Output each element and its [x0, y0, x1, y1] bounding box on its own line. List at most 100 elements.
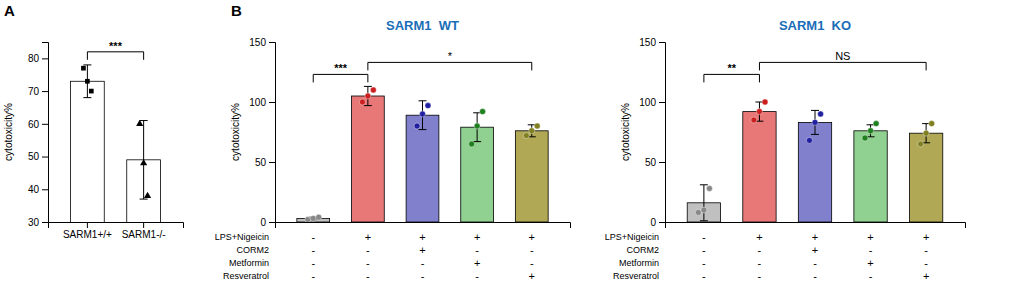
point [818, 111, 824, 117]
error-bar [922, 124, 930, 143]
panel-label: A [4, 2, 15, 19]
error-bar-cap [364, 86, 372, 87]
row-sign: + [923, 231, 929, 243]
x-tick: SARM1-/- [122, 222, 166, 240]
y-tick-mark [659, 42, 665, 43]
error-bar-cap [419, 100, 427, 101]
bar [406, 115, 439, 222]
error-bar [867, 125, 875, 137]
error-bar-cap [83, 64, 91, 65]
point [469, 141, 475, 147]
plot-marks [297, 86, 548, 222]
y-tick: 150 [639, 37, 665, 48]
row-sign: + [867, 257, 873, 269]
point [873, 121, 879, 127]
row-sign: - [702, 231, 706, 243]
bar [351, 96, 384, 222]
point [425, 103, 431, 109]
point [706, 185, 712, 191]
point [310, 215, 316, 221]
row-sign: + [529, 231, 535, 243]
row-sign: - [924, 257, 928, 269]
point [695, 209, 701, 215]
y-tick-mark [269, 222, 275, 223]
x-tick-label: SARM1-/- [122, 229, 166, 240]
y-tick-label: 40 [28, 184, 40, 195]
row-sign: + [812, 231, 818, 243]
significance-label: *** [109, 40, 123, 52]
point [534, 123, 540, 129]
row-sign: + [419, 231, 425, 243]
row-sign: - [366, 257, 370, 269]
row-sign: - [475, 244, 479, 256]
y-tick: 100 [249, 97, 275, 108]
x-tick-mark [87, 222, 88, 228]
row-label: LPS+Nigeicin [605, 232, 659, 242]
row-sign: + [474, 257, 480, 269]
significance-label: *** [334, 62, 348, 74]
plot-marks [71, 65, 161, 222]
point [359, 99, 365, 105]
point [868, 128, 874, 134]
y-tick: 50 [645, 157, 665, 168]
y-tick-label: 30 [28, 217, 40, 228]
point [316, 214, 322, 220]
point [81, 66, 86, 71]
significance-bracket [313, 74, 368, 82]
y-axis: 304050607080 [28, 43, 49, 228]
point [701, 207, 707, 213]
y-tick-mark [42, 124, 48, 125]
error-bar-cap [700, 220, 708, 221]
row-sign: - [758, 270, 762, 282]
y-tick-mark [269, 42, 275, 43]
y-axis-title: cytotoxicity% [620, 103, 631, 161]
row-sign: - [311, 270, 315, 282]
error-bar [473, 113, 481, 142]
bar [71, 81, 105, 222]
y-tick-label: 150 [249, 37, 266, 48]
x-tick: SARM1+/+ [63, 222, 112, 240]
bar [909, 133, 942, 222]
point [862, 135, 868, 141]
error-bar [700, 185, 708, 221]
x-axis [666, 223, 966, 229]
y-tick-mark [659, 102, 665, 103]
row-sign: - [421, 270, 425, 282]
y-axis: 050100150 [639, 37, 665, 228]
row-sign: - [311, 244, 315, 256]
point [420, 111, 426, 117]
significance-bracket [704, 74, 760, 82]
row-sign: + [923, 270, 929, 282]
point [140, 159, 147, 165]
chart-root: 304050607080SARM1+/+SARM1-/-cytotoxicity… [0, 0, 1027, 302]
y-axis-title: cytotoxicity% [230, 103, 241, 161]
row-sign: - [421, 257, 425, 269]
row-label: LPS+Nigeicin [215, 232, 269, 242]
significance-label: NS [835, 50, 850, 62]
point [812, 119, 818, 125]
y-tick: 80 [28, 53, 48, 64]
point [474, 123, 480, 129]
point [929, 121, 935, 127]
x-axis-line [49, 223, 184, 229]
significance-bracket [759, 62, 926, 70]
y-tick-label: 50 [645, 157, 657, 168]
y-tick-label: 50 [28, 151, 40, 162]
point [918, 141, 924, 147]
error-bar-cap [419, 129, 427, 130]
row-sign: + [419, 244, 425, 256]
row-sign: + [812, 244, 818, 256]
panel-label: B [231, 2, 242, 19]
row-sign: - [813, 257, 817, 269]
row-sign: - [530, 257, 534, 269]
row-sign: - [869, 244, 873, 256]
point [529, 128, 535, 134]
significance-label: ** [727, 62, 736, 74]
row-sign: - [758, 257, 762, 269]
y-tick-mark [269, 162, 275, 163]
row-sign: - [702, 270, 706, 282]
y-tick-label: 60 [28, 119, 40, 130]
panel: 050100150cytotoxicity%SARM1 WT****LPS+Ni… [215, 18, 571, 282]
y-axis-line [42, 43, 49, 223]
row-label: Metformin [619, 258, 659, 268]
